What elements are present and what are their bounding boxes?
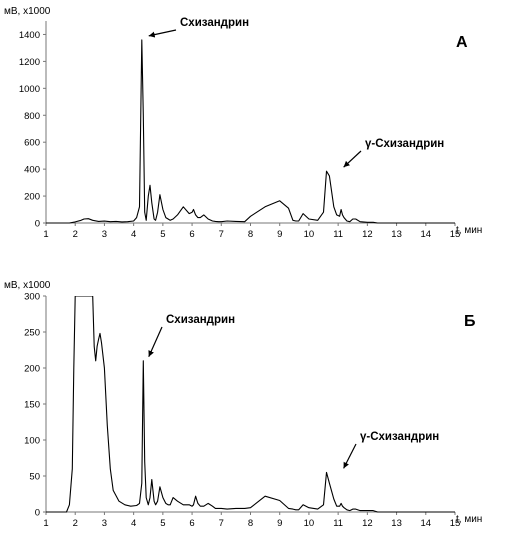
x-tick-label: 9 — [277, 518, 282, 529]
x-tick-label: 6 — [189, 229, 194, 240]
x-tick-label: 8 — [248, 518, 253, 529]
x-tick-label: 12 — [362, 518, 373, 529]
y-tick-label: 200 — [24, 364, 40, 375]
x-tick-label: 3 — [102, 518, 107, 529]
peak-annotation-arrow — [148, 326, 163, 358]
y-tick-label: 800 — [24, 111, 40, 122]
panel-label: А — [456, 34, 468, 51]
peak-annotation-label: γ-Схизандрин — [365, 138, 444, 150]
peak-annotation-label: Схизандрин — [180, 17, 249, 29]
x-tick-label: 3 — [102, 229, 107, 240]
x-tick-label: 4 — [131, 229, 136, 240]
chromatogram-trace-1 — [46, 296, 455, 513]
peak-annotation-arrow — [343, 443, 357, 469]
y-tick-label: 1400 — [19, 30, 40, 41]
x-tick-label: 9 — [277, 229, 282, 240]
peak-annotation-label: Схизандрин — [166, 314, 235, 326]
y-tick-label: 600 — [24, 138, 40, 149]
peak-annotation-arrow — [343, 150, 362, 168]
x-tick-label: 2 — [73, 518, 78, 529]
y-tick-label: 0 — [35, 219, 40, 230]
x-tick-label: 15 — [450, 229, 461, 240]
x-tick-label: 8 — [248, 229, 253, 240]
x-tick-label: 7 — [219, 229, 224, 240]
x-tick-label: 4 — [131, 518, 136, 529]
y-tick-label: 150 — [24, 400, 40, 411]
y-tick-label: 250 — [24, 328, 40, 339]
x-tick-label: 13 — [391, 518, 402, 529]
y-tick-label: 1200 — [19, 57, 40, 68]
x-tick-label: 2 — [73, 229, 78, 240]
x-axis-label: t, мин — [456, 225, 482, 236]
y-tick-label: 400 — [24, 165, 40, 176]
x-tick-label: 1 — [43, 518, 48, 529]
x-tick-label: 6 — [189, 518, 194, 529]
y-tick-label: 1000 — [19, 84, 40, 95]
panel-label: Б — [464, 313, 476, 330]
y-tick-label: 200 — [24, 192, 40, 203]
y-tick-label: 0 — [35, 508, 40, 519]
x-tick-label: 14 — [420, 229, 431, 240]
x-tick-label: 5 — [160, 518, 165, 529]
y-axis-label: мВ, x1000 — [4, 280, 51, 291]
x-tick-label: 14 — [420, 518, 431, 529]
x-tick-label: 1 — [43, 229, 48, 240]
x-tick-label: 11 — [333, 518, 343, 529]
x-tick-label: 15 — [450, 518, 461, 529]
x-tick-label: 7 — [219, 518, 224, 529]
chromatogram-trace-1 — [46, 39, 455, 224]
x-tick-label: 10 — [304, 518, 315, 529]
peak-annotation-label: γ-Схизандрин — [360, 431, 439, 443]
y-tick-label: 50 — [29, 472, 40, 483]
x-tick-label: 11 — [333, 229, 343, 240]
x-axis-label: t, мин — [456, 514, 482, 525]
y-tick-label: 100 — [24, 436, 40, 447]
peak-annotation-arrow — [148, 29, 177, 38]
x-tick-label: 5 — [160, 229, 165, 240]
y-axis-label: мВ, x1000 — [4, 6, 51, 17]
x-tick-label: 12 — [362, 229, 373, 240]
x-tick-label: 10 — [304, 229, 315, 240]
x-tick-label: 13 — [391, 229, 402, 240]
y-tick-label: 300 — [24, 292, 40, 303]
